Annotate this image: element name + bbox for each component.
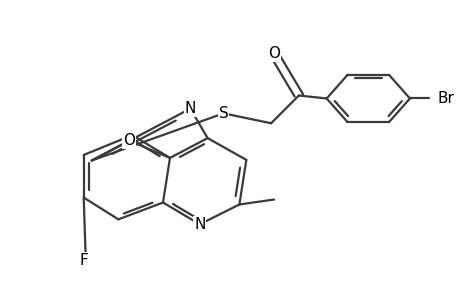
Text: O: O xyxy=(123,133,135,148)
Text: Br: Br xyxy=(437,91,453,106)
Text: O: O xyxy=(268,46,280,62)
Text: S: S xyxy=(218,106,228,121)
Text: N: N xyxy=(184,101,196,116)
Text: F: F xyxy=(79,253,88,268)
Text: N: N xyxy=(194,217,205,232)
